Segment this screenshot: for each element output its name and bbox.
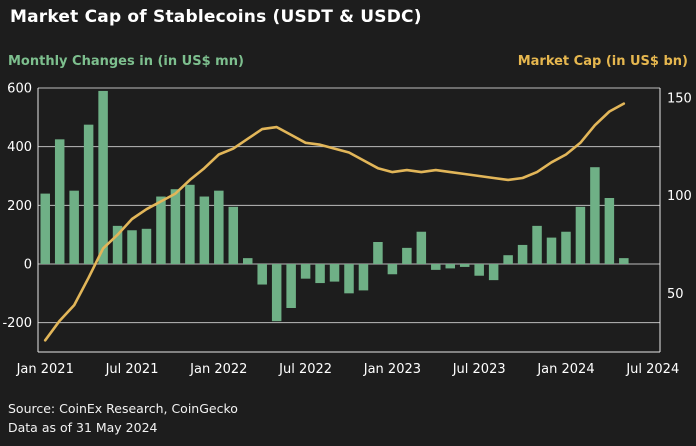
bar [344, 264, 354, 294]
x-axis-tick-label: Jul 2022 [278, 362, 332, 377]
bar [619, 258, 629, 264]
bar [112, 225, 123, 264]
bar [199, 196, 210, 264]
x-axis-tick-label: Jul 2024 [625, 362, 679, 377]
asof-text: Data as of 31 May 2024 [8, 420, 158, 435]
stablecoin-combo-chart: 600 400 200 0 -200 150 100 50 Jan 2021 Jul 2021 Ja… [2, 82, 692, 378]
bar [575, 206, 586, 264]
x-axis-tick-label: Jan 2023 [363, 362, 421, 377]
bar [445, 264, 456, 269]
bar [532, 225, 542, 264]
bar [40, 193, 50, 264]
bar [141, 228, 152, 264]
bar [503, 255, 513, 264]
bar [387, 264, 398, 275]
y-axis-tick-label-right: 50 [667, 287, 684, 302]
bar [315, 264, 325, 284]
left-axis-label: Monthly Changes in (in US$ mn) [8, 54, 244, 69]
bar [431, 264, 441, 270]
marketcap-line [43, 102, 626, 342]
bar [127, 230, 137, 264]
x-axis-tick-label: Jan 2022 [189, 362, 247, 377]
bar [214, 190, 224, 264]
bar [83, 124, 94, 264]
y-axis-tick-label-left: 600 [7, 82, 32, 97]
y-axis-tick-label-right: 100 [667, 189, 692, 204]
bar [271, 264, 282, 322]
bar [416, 231, 427, 264]
bar [69, 190, 79, 264]
y-axis-tick-label-left: 0 [24, 258, 32, 273]
bar [98, 90, 108, 264]
x-axis-tick-label: Jan 2021 [16, 362, 74, 377]
source-text: Source: CoinEx Research, CoinGecko [8, 401, 238, 416]
bar [546, 237, 557, 264]
bar [402, 247, 412, 264]
bar [358, 264, 369, 291]
bar [286, 264, 296, 308]
bar [156, 196, 166, 264]
y-axis-tick-label-left: 200 [7, 199, 32, 214]
x-axis-tick-label: Jul 2021 [105, 362, 159, 377]
bar [561, 231, 571, 264]
bar [54, 139, 65, 264]
bar [373, 242, 383, 264]
y-axis-tick-label-left: -200 [2, 316, 32, 331]
bar [185, 184, 195, 264]
bar [474, 264, 484, 276]
bar [329, 264, 340, 282]
y-axis-tick-label-right: 150 [667, 91, 692, 106]
bar [228, 206, 239, 264]
y-axis-tick-label-left: 400 [7, 140, 32, 155]
bar [242, 258, 253, 264]
x-axis-tick-label: Jul 2023 [452, 362, 506, 377]
bar [257, 264, 267, 285]
bar [488, 264, 499, 281]
bar [590, 167, 600, 264]
bar [170, 189, 181, 264]
bar [604, 198, 615, 264]
chart-footer: Source: CoinEx Research, CoinGecko Data … [8, 399, 238, 437]
bar [517, 244, 528, 264]
x-axis-tick-label: Jan 2024 [536, 362, 594, 377]
right-axis-label: Market Cap (in US$ bn) [517, 54, 688, 69]
bar [459, 264, 470, 267]
chart-title: Market Cap of Stablecoins (USDT & USDC) [10, 7, 422, 27]
axis-headers: Monthly Changes in (in US$ mn) Market Ca… [8, 54, 688, 69]
bar [300, 264, 311, 279]
